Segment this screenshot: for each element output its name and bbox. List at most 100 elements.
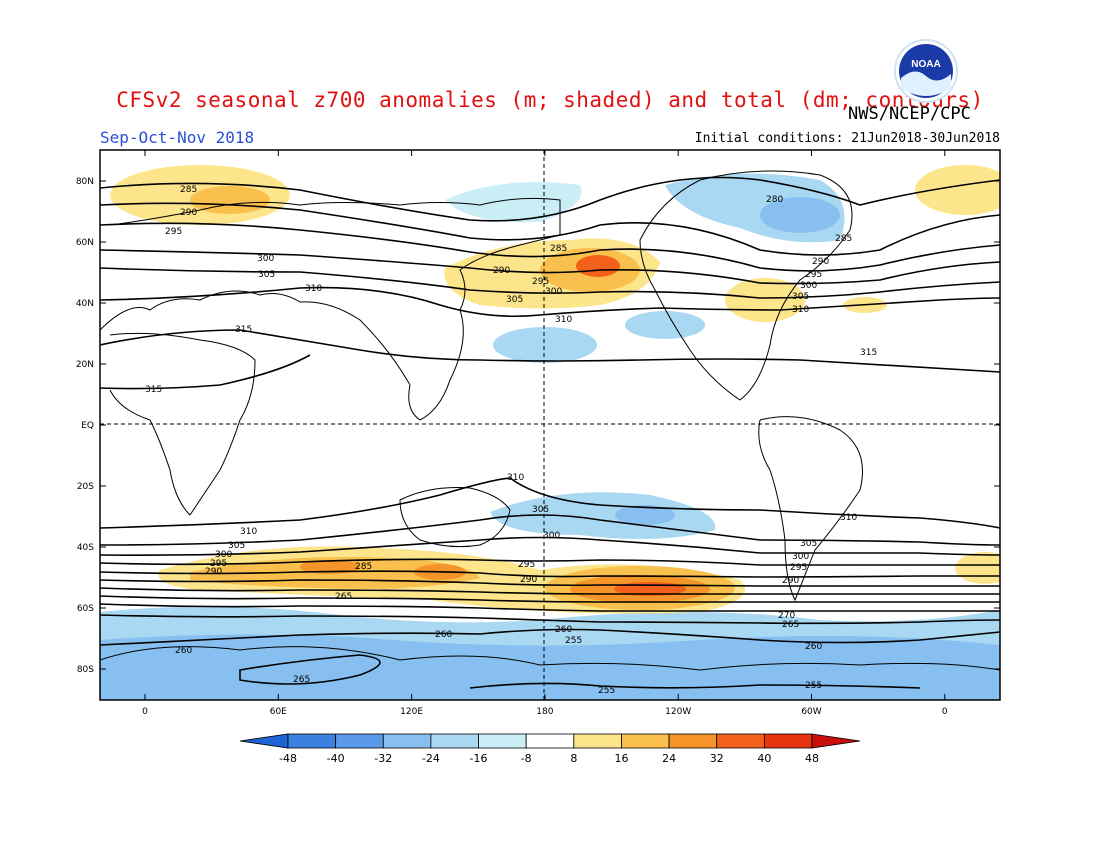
season-label: Sep-Oct-Nov 2018 (100, 128, 255, 147)
lon-label: 120W (665, 707, 691, 717)
contour-label-group: 285 290 295 300 305 310 315 315 315 285 … (145, 185, 877, 696)
contour-label-290: 290 (180, 208, 197, 218)
colorbar-swatch (763, 733, 813, 749)
contour-label-305-s: 305 (532, 505, 549, 515)
contour-label-310-b: 310 (555, 315, 572, 325)
contour-285-south (100, 579, 1000, 587)
contour-label-290-b: 290 (493, 266, 510, 276)
lat-label: 60S (77, 604, 94, 614)
contour-label-260-s2: 260 (435, 630, 452, 640)
contour-label-315-c: 315 (860, 348, 877, 358)
contour-label-270-s: 270 (778, 611, 795, 621)
contour-label-295-b: 295 (532, 277, 549, 287)
contour-300-south (100, 536, 1000, 556)
contour-label-305-b: 305 (506, 295, 523, 305)
contour-label-310: 310 (305, 284, 322, 294)
lon-label: 60E (270, 707, 287, 717)
contour-260-south (100, 628, 1000, 646)
contour-label-285-s: 285 (355, 562, 372, 572)
colorbar-tick-label: -8 (521, 752, 532, 765)
contour-label-255-s2: 255 (598, 686, 615, 696)
contour-label-265-s: 265 (335, 592, 352, 602)
colorbar-swatch (668, 733, 718, 749)
lat-label: 20N (76, 360, 94, 370)
map-title: CFSv2 seasonal z700 anomalies (m; shaded… (116, 88, 984, 112)
coastline-antarctica (100, 646, 1000, 671)
latitude-axis: 80N 60N 40N 20N EQ 20S 40S 60S 80S (76, 177, 1000, 675)
contour-label-305-c: 305 (792, 292, 809, 302)
contour-label-295-s: 295 (518, 560, 535, 570)
contour-255-south (469, 682, 921, 689)
contour-label-260-s: 260 (175, 646, 192, 656)
contour-label-305-s2: 305 (228, 541, 245, 551)
lat-label: 40N (76, 299, 94, 309)
contour-label-260-s4: 260 (805, 642, 822, 652)
coastline-australia (399, 487, 511, 548)
contour-265-south (100, 614, 1000, 625)
lon-label: 60W (801, 707, 821, 717)
longitude-axis: 0 60E 120E 180 120W 60W 0 (142, 150, 948, 717)
contour-label-255-s3: 255 (805, 681, 822, 691)
anomaly-negative-south-pacific-core (615, 505, 675, 525)
contour-label-300-s2: 300 (215, 550, 232, 560)
contour-label-290-s3: 290 (782, 576, 799, 586)
contour-label-300-s: 300 (543, 531, 560, 541)
colorbar-swatch (716, 733, 765, 749)
contour-270-south (100, 603, 1000, 612)
lat-label: 40S (77, 543, 94, 553)
contour-label-255-s: 255 (565, 636, 582, 646)
lon-label: 180 (536, 707, 553, 717)
colorbar-tick-label: 24 (662, 752, 676, 765)
colorbar-swatch (525, 733, 575, 749)
lat-label: EQ (81, 421, 94, 431)
anomaly-positive-europe-inner (190, 186, 270, 214)
anomaly-positive-north-pacific-core (576, 255, 620, 277)
contour-290-north (100, 202, 1000, 256)
contour-label-265-ant: 265 (293, 675, 310, 685)
contour-label-310-c: 310 (792, 305, 809, 315)
contour-label-310-s3: 310 (840, 513, 857, 523)
contour-315-north (100, 329, 1000, 373)
contour-label-305: 305 (258, 270, 275, 280)
anomaly-positive-south-core-a (300, 560, 360, 574)
contour-label-315: 315 (235, 325, 252, 335)
colorbar-swatch (287, 733, 337, 749)
contour-label-310-s2: 310 (240, 527, 257, 537)
lon-label: 120E (400, 707, 423, 717)
colorbar-swatch (478, 733, 527, 749)
contour-300-north (100, 249, 1000, 285)
contour-label-285: 285 (180, 185, 197, 195)
contour-label-265-s2: 265 (782, 620, 799, 630)
initial-conditions-label: Initial conditions: 21Jun2018-30Jun2018 (694, 131, 1000, 146)
contour-label-310-s: 310 (507, 473, 524, 483)
coastlines (100, 170, 1000, 671)
colorbar-tick-label: -48 (279, 752, 297, 765)
colorbar-tick-label: 8 (570, 752, 577, 765)
colorbar-tick-label: 40 (757, 752, 771, 765)
lat-label: 20S (77, 482, 94, 492)
colorbar-tick-label: -32 (374, 752, 392, 765)
height-contours (100, 176, 1000, 689)
contour-285-north (100, 176, 1000, 222)
contour-295-south (100, 558, 1000, 566)
contour-label-300-s3: 300 (792, 552, 809, 562)
colorbar-swatch (430, 733, 479, 749)
noaa-logo: NOAA (894, 39, 958, 103)
contour-275-south (100, 595, 1000, 603)
lat-label: 60N (76, 238, 94, 248)
contour-280-south (100, 587, 1000, 595)
contour-label-295-c: 295 (805, 270, 822, 280)
colorbar-tick-label: 16 (614, 752, 628, 765)
lat-label: 80S (77, 665, 94, 675)
colorbar-swatch (382, 733, 432, 749)
contour-305-north (100, 267, 1000, 299)
colorbar-right-arrow (811, 733, 861, 749)
anomaly-negative-antarctic-core (100, 634, 1000, 700)
lon-label: 0 (142, 707, 148, 717)
contour-295-north (100, 222, 1000, 272)
contour-label-295-s3: 295 (790, 563, 807, 573)
colorbar-swatch (335, 733, 384, 749)
colorbar-swatch (573, 733, 622, 749)
anomaly-negative-subtropical-pacific (493, 327, 597, 363)
anomaly-negative-arctic-atlantic (445, 182, 582, 223)
